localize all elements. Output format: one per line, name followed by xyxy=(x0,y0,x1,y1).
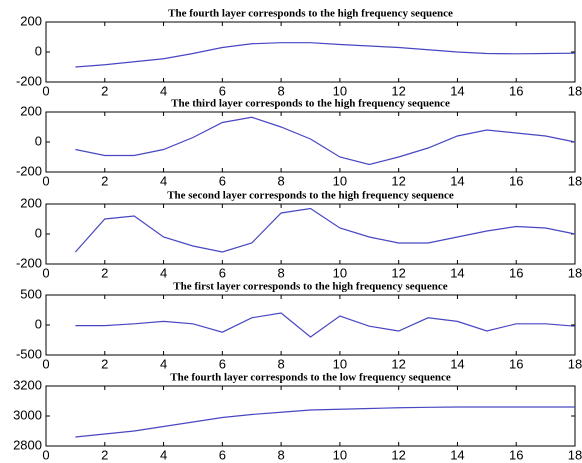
x-tick-label: 2 xyxy=(101,265,108,280)
x-tick-label: 0 xyxy=(42,83,49,98)
x-tick-label: 18 xyxy=(568,356,582,371)
x-tick-label: 6 xyxy=(219,83,226,98)
x-tick-label: 8 xyxy=(277,83,284,98)
x-tick-label: 8 xyxy=(277,265,284,280)
x-tick-label: 16 xyxy=(509,83,523,98)
x-tick-label: 4 xyxy=(160,83,167,98)
data-line xyxy=(75,406,575,438)
x-tick-label: 18 xyxy=(568,447,582,462)
x-tick-label: 6 xyxy=(219,265,226,280)
y-tick-label: -200 xyxy=(16,163,42,178)
x-tick-label: 2 xyxy=(101,447,108,462)
y-tick-label: 3000 xyxy=(13,407,42,422)
y-tick-label: 200 xyxy=(20,103,42,118)
data-line xyxy=(75,116,576,166)
y-tick-label: 500 xyxy=(20,286,42,301)
y-tick-label: 0 xyxy=(35,133,42,148)
x-tick-label: 16 xyxy=(509,447,523,462)
y-tick-label: 200 xyxy=(20,195,42,210)
subplot-title: The second layer corresponds to the high… xyxy=(167,190,454,202)
subplot-title: The fourth layer corresponds to the low … xyxy=(170,372,451,384)
x-tick-label: 10 xyxy=(333,447,347,462)
x-tick-label: 12 xyxy=(391,356,405,371)
y-tick-label: 200 xyxy=(20,13,42,28)
x-tick-label: 12 xyxy=(391,265,405,280)
x-tick-label: 14 xyxy=(450,83,464,98)
x-tick-label: 4 xyxy=(160,173,167,188)
y-tick-label: 3200 xyxy=(13,377,42,392)
y-tick-label: 0 xyxy=(35,316,42,331)
data-line xyxy=(74,207,576,253)
y-tick-label: 0 xyxy=(35,43,42,58)
x-tick-label: 0 xyxy=(42,173,49,188)
subplot-title: The first layer corresponds to the high … xyxy=(173,281,447,293)
x-tick-label: 18 xyxy=(568,265,582,280)
x-tick-label: 10 xyxy=(333,356,347,371)
y-tick-label: 0 xyxy=(35,225,42,240)
axes-box xyxy=(45,111,576,173)
y-tick-label: -500 xyxy=(16,346,42,361)
x-tick-label: 6 xyxy=(219,356,226,371)
x-tick-label: 16 xyxy=(509,265,523,280)
x-tick-label: 18 xyxy=(568,83,582,98)
x-tick-label: 10 xyxy=(333,173,347,188)
axes-box xyxy=(45,203,576,265)
axes-box xyxy=(45,294,576,356)
x-tick-label: 14 xyxy=(450,173,464,188)
x-tick-label: 0 xyxy=(42,356,49,371)
x-tick-label: 8 xyxy=(277,173,284,188)
x-tick-label: 12 xyxy=(391,447,405,462)
y-tick-label: -200 xyxy=(16,73,42,88)
axes-box xyxy=(45,21,576,83)
axes-box xyxy=(45,385,576,447)
x-tick-label: 4 xyxy=(160,447,167,462)
x-tick-label: 10 xyxy=(333,83,347,98)
data-line xyxy=(75,312,576,338)
x-tick-label: 16 xyxy=(509,173,523,188)
subplot-title: The fourth layer corresponds to the high… xyxy=(168,8,453,20)
x-tick-label: 2 xyxy=(101,83,108,98)
x-tick-label: 0 xyxy=(42,265,49,280)
x-tick-label: 6 xyxy=(219,173,226,188)
x-tick-label: 18 xyxy=(568,173,582,188)
x-tick-label: 6 xyxy=(219,447,226,462)
x-tick-label: 14 xyxy=(450,447,464,462)
data-line xyxy=(75,42,576,68)
x-tick-label: 12 xyxy=(391,173,405,188)
x-tick-label: 8 xyxy=(277,447,284,462)
x-tick-label: 12 xyxy=(391,83,405,98)
x-tick-label: 8 xyxy=(277,356,284,371)
y-tick-label: 2800 xyxy=(13,437,42,452)
x-tick-label: 4 xyxy=(160,356,167,371)
x-tick-label: 2 xyxy=(101,356,108,371)
x-tick-label: 4 xyxy=(160,265,167,280)
y-tick-label: -200 xyxy=(16,255,42,270)
x-tick-label: 14 xyxy=(450,356,464,371)
x-tick-label: 2 xyxy=(101,173,108,188)
x-tick-label: 14 xyxy=(450,265,464,280)
subplot-title: The third layer corresponds to the high … xyxy=(171,98,450,110)
x-tick-label: 0 xyxy=(42,447,49,462)
x-tick-label: 16 xyxy=(509,356,523,371)
x-tick-label: 10 xyxy=(333,265,347,280)
